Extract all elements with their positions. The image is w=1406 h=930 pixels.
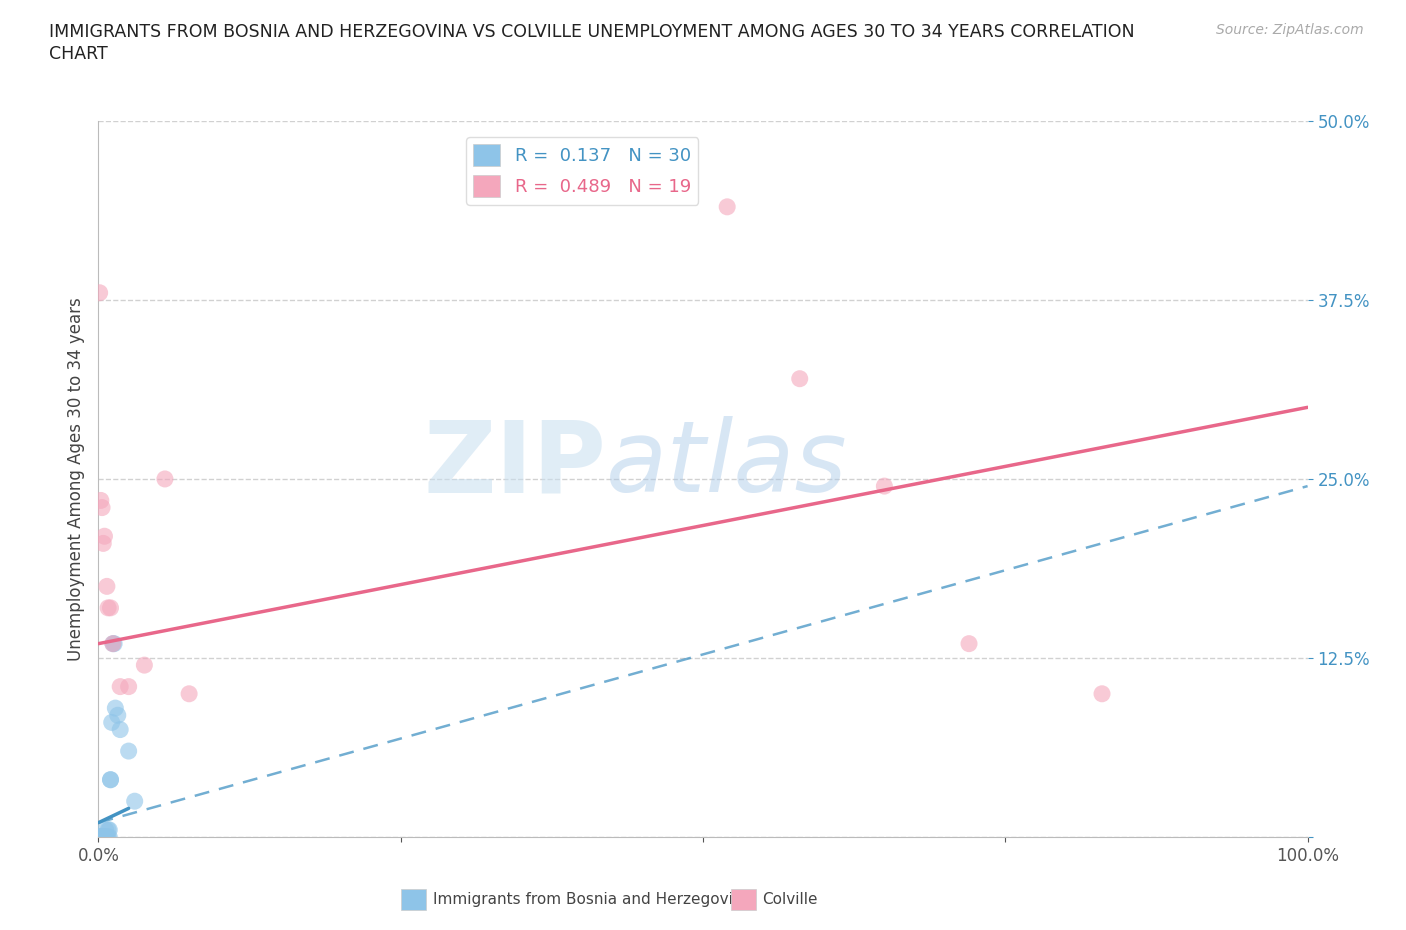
Point <box>90 830 112 844</box>
Point <box>97 601 120 616</box>
Y-axis label: Unemployment Among Ages 30 to 34 years: Unemployment Among Ages 30 to 34 years <box>66 297 84 661</box>
Text: IMMIGRANTS FROM BOSNIA AND HERZEGOVINA VS COLVILLE UNEMPLOYMENT AMONG AGES 30 TO: IMMIGRANTS FROM BOSNIA AND HERZEGOVINA V… <box>49 23 1135 41</box>
Point <box>101 636 124 651</box>
Point <box>873 479 896 494</box>
Point <box>89 286 111 300</box>
Text: Colville: Colville <box>762 892 817 907</box>
Point <box>134 658 156 672</box>
Point <box>97 830 120 844</box>
Point <box>104 700 127 715</box>
Point <box>91 830 114 844</box>
Point <box>97 822 120 837</box>
Point <box>91 500 114 515</box>
Point <box>93 529 115 544</box>
Text: Source: ZipAtlas.com: Source: ZipAtlas.com <box>1216 23 1364 37</box>
Point <box>789 371 811 386</box>
Point <box>103 636 125 651</box>
Text: CHART: CHART <box>49 45 108 62</box>
Point <box>107 708 129 723</box>
Point <box>96 578 118 594</box>
Point <box>91 830 114 844</box>
Point <box>108 722 131 737</box>
Point <box>101 636 124 651</box>
Point <box>716 199 738 214</box>
Point <box>91 830 114 844</box>
Point <box>93 830 115 844</box>
Point <box>96 830 118 844</box>
Point <box>91 830 114 844</box>
Point <box>98 822 121 837</box>
Point <box>100 601 122 616</box>
Point <box>1091 686 1114 701</box>
Point <box>100 715 122 730</box>
Point <box>118 744 141 759</box>
Point <box>90 493 112 508</box>
Text: ZIP: ZIP <box>423 416 606 513</box>
Point <box>93 830 115 844</box>
Point <box>118 679 141 694</box>
Text: atlas: atlas <box>606 416 848 513</box>
Point <box>93 830 115 844</box>
Point <box>90 830 112 844</box>
Point <box>124 794 146 809</box>
Legend: R =  0.137   N = 30, R =  0.489   N = 19: R = 0.137 N = 30, R = 0.489 N = 19 <box>465 137 699 205</box>
Point <box>89 830 111 844</box>
Point <box>89 830 111 844</box>
Point <box>179 686 201 701</box>
Point <box>98 830 121 844</box>
Point <box>91 536 114 551</box>
Text: Immigrants from Bosnia and Herzegovina: Immigrants from Bosnia and Herzegovina <box>433 892 752 907</box>
Point <box>100 772 122 787</box>
Point <box>100 772 122 787</box>
Point <box>94 822 117 837</box>
Point <box>108 679 131 694</box>
Point <box>153 472 176 486</box>
Point <box>91 830 114 844</box>
Point <box>90 830 112 844</box>
Point <box>957 636 980 651</box>
Point <box>94 830 117 844</box>
